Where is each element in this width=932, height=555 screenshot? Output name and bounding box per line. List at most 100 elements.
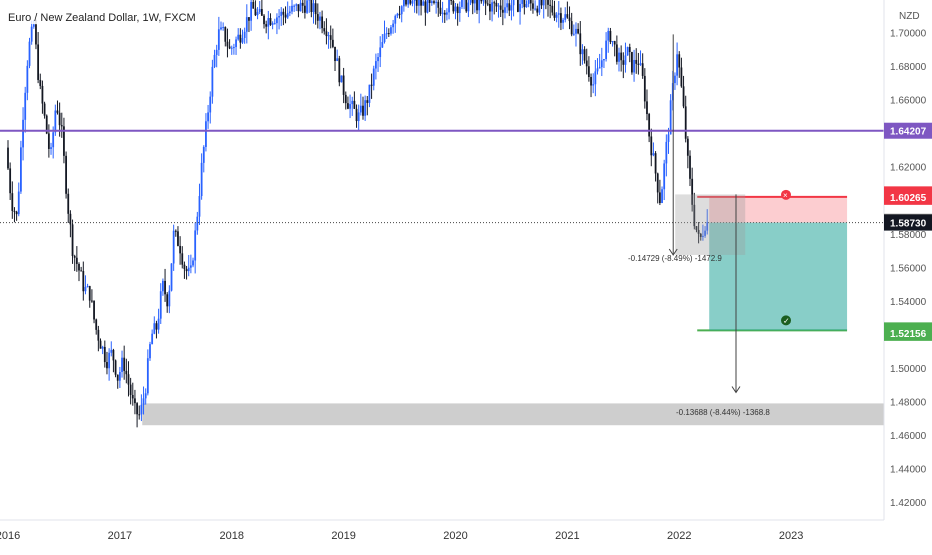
candle-body bbox=[601, 60, 603, 67]
candle-body bbox=[414, 0, 416, 1]
candle-body bbox=[261, 9, 263, 16]
candle-body bbox=[306, 0, 308, 12]
candle-body bbox=[168, 291, 170, 307]
candle-body bbox=[485, 0, 487, 3]
candle-body bbox=[689, 156, 691, 179]
candle-body bbox=[397, 14, 399, 16]
candle-body bbox=[336, 58, 338, 61]
candle-body bbox=[76, 258, 78, 264]
candle-body bbox=[504, 7, 506, 12]
candle-body bbox=[648, 114, 650, 136]
candle-body bbox=[480, 0, 482, 1]
candle-body bbox=[640, 63, 642, 64]
candle-body bbox=[274, 23, 276, 24]
candle-body bbox=[39, 80, 41, 86]
candle-body bbox=[405, 0, 407, 4]
candle-body bbox=[489, 4, 491, 12]
candle-body bbox=[554, 13, 556, 18]
candle-body bbox=[474, 0, 476, 3]
candle-body bbox=[29, 42, 31, 66]
candle-body bbox=[416, 0, 418, 6]
candle-body bbox=[465, 0, 467, 11]
candle-body bbox=[612, 41, 614, 42]
candle-body bbox=[166, 294, 168, 306]
candle-body bbox=[521, 0, 523, 4]
candle-body bbox=[478, 0, 480, 10]
candle-body bbox=[347, 103, 349, 109]
candle-body bbox=[358, 112, 360, 121]
candle-body bbox=[351, 101, 353, 104]
candle-body bbox=[117, 375, 119, 381]
candle-body bbox=[629, 47, 631, 52]
candle-body bbox=[151, 334, 153, 344]
candle-body bbox=[220, 27, 222, 29]
candle-body bbox=[459, 7, 461, 13]
candle-body bbox=[160, 291, 162, 318]
time-tick-label: 2021 bbox=[555, 530, 579, 542]
candle-body bbox=[143, 398, 145, 404]
candle-body bbox=[147, 358, 149, 393]
candle-body bbox=[584, 49, 586, 60]
candle-body bbox=[95, 319, 97, 329]
candle-body bbox=[119, 372, 121, 381]
candle-body bbox=[437, 2, 439, 8]
candle-body bbox=[280, 12, 282, 16]
measure-label: -0.13688 (-8.44%) -1368.8 bbox=[676, 408, 770, 417]
candle-body bbox=[267, 18, 269, 27]
candle-body bbox=[24, 93, 26, 120]
candle-body bbox=[302, 3, 304, 6]
candle-body bbox=[57, 111, 59, 113]
candle-body bbox=[369, 85, 371, 103]
candle-body bbox=[599, 67, 601, 68]
candle-body bbox=[291, 6, 293, 12]
candle-body bbox=[573, 34, 575, 35]
candle-body bbox=[113, 350, 115, 361]
candle-body bbox=[384, 34, 386, 42]
candle-body bbox=[498, 6, 500, 7]
candle-body bbox=[16, 212, 18, 214]
candle-body bbox=[461, 0, 463, 7]
candle-body bbox=[108, 353, 110, 368]
candle-body bbox=[250, 2, 252, 21]
candle-body bbox=[655, 153, 657, 173]
candle-body bbox=[188, 268, 190, 271]
candle-body bbox=[562, 20, 564, 23]
candle-body bbox=[257, 12, 259, 15]
candle-body bbox=[235, 39, 237, 47]
candle-body bbox=[263, 16, 265, 24]
candle-body bbox=[588, 66, 590, 77]
candle-body bbox=[7, 148, 9, 169]
candle-body bbox=[149, 344, 151, 358]
candle-body bbox=[594, 71, 596, 84]
candle-body bbox=[399, 14, 401, 15]
candle-body bbox=[364, 100, 366, 116]
candle-body bbox=[323, 28, 325, 31]
candle-body bbox=[91, 301, 93, 302]
measure-box bbox=[675, 194, 745, 255]
candle-body bbox=[319, 17, 321, 21]
candle-body bbox=[196, 217, 198, 231]
candle-body bbox=[153, 323, 155, 333]
candle-body bbox=[452, 1, 454, 11]
candle-body bbox=[300, 3, 302, 11]
candle-body bbox=[14, 211, 16, 212]
candle-body bbox=[556, 15, 558, 18]
candle-body bbox=[282, 12, 284, 15]
candle-body bbox=[532, 3, 534, 8]
candle-body bbox=[403, 0, 405, 6]
chart-title: Euro / New Zealand Dollar, 1W, FXCM bbox=[6, 12, 198, 24]
candle-body bbox=[89, 286, 91, 300]
candle-body bbox=[603, 59, 605, 60]
candle-body bbox=[44, 104, 46, 116]
candle-body bbox=[558, 13, 560, 15]
candle-body bbox=[665, 142, 667, 164]
candle-body bbox=[338, 58, 340, 82]
candle-body bbox=[26, 66, 28, 93]
candle-body bbox=[519, 4, 521, 12]
candle-body bbox=[134, 398, 136, 403]
candle-body bbox=[597, 68, 599, 71]
candle-body bbox=[343, 76, 345, 95]
candle-body bbox=[270, 18, 272, 25]
